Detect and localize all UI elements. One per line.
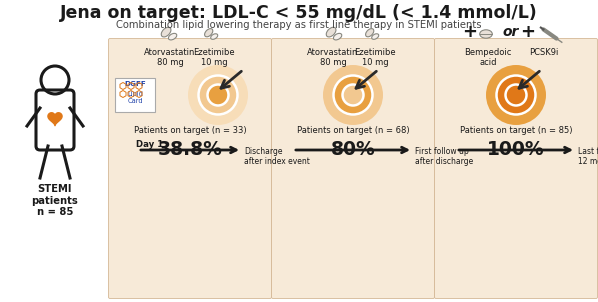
- Circle shape: [208, 85, 228, 105]
- Circle shape: [188, 65, 248, 125]
- Circle shape: [486, 65, 546, 125]
- Circle shape: [343, 85, 364, 105]
- Ellipse shape: [372, 34, 379, 39]
- Ellipse shape: [205, 29, 213, 37]
- Circle shape: [505, 85, 526, 105]
- FancyBboxPatch shape: [115, 78, 155, 112]
- Text: PCSK9i: PCSK9i: [529, 48, 559, 57]
- Text: Atorvastatin
80 mg: Atorvastatin 80 mg: [144, 48, 196, 67]
- Text: Combination lipid lowering therapy as first line therapy in STEMI patients: Combination lipid lowering therapy as fi…: [116, 20, 482, 30]
- Text: Atorvastatin
80 mg: Atorvastatin 80 mg: [307, 48, 359, 67]
- Text: First follow up
after discharge: First follow up after discharge: [415, 147, 473, 166]
- Ellipse shape: [334, 33, 342, 40]
- Polygon shape: [48, 113, 62, 126]
- Text: 80%: 80%: [331, 140, 376, 159]
- Ellipse shape: [161, 27, 171, 37]
- Ellipse shape: [210, 34, 218, 39]
- Text: Last follow up
12 month after index event: Last follow up 12 month after index even…: [578, 147, 598, 166]
- Text: Bempedoic
acid: Bempedoic acid: [464, 48, 512, 67]
- Text: +: +: [462, 23, 477, 41]
- FancyBboxPatch shape: [108, 38, 271, 298]
- Text: Ezetimibe
10 mg: Ezetimibe 10 mg: [354, 48, 396, 67]
- Text: Day 1: Day 1: [136, 140, 163, 149]
- Text: Jena on target: LDL-C < 55 mg/dL (< 1.4 mmol/L): Jena on target: LDL-C < 55 mg/dL (< 1.4 …: [60, 4, 538, 22]
- Text: 38.8%: 38.8%: [157, 140, 222, 159]
- FancyBboxPatch shape: [435, 38, 597, 298]
- Text: Patients on target (n = 68): Patients on target (n = 68): [297, 126, 409, 135]
- Text: Lipid
Card: Lipid Card: [127, 91, 143, 104]
- Text: Patients on target (n = 85): Patients on target (n = 85): [460, 126, 572, 135]
- Text: Ezetimibe
10 mg: Ezetimibe 10 mg: [193, 48, 235, 67]
- Text: Patients on target (n = 33): Patients on target (n = 33): [134, 126, 246, 135]
- Circle shape: [496, 76, 535, 114]
- Ellipse shape: [169, 33, 177, 40]
- Ellipse shape: [480, 30, 492, 38]
- Text: 100%: 100%: [487, 140, 545, 159]
- Ellipse shape: [327, 27, 336, 37]
- Text: STEMI
patients
n = 85: STEMI patients n = 85: [32, 184, 78, 217]
- Circle shape: [199, 76, 237, 114]
- Circle shape: [334, 76, 373, 114]
- Text: or: or: [503, 25, 519, 39]
- Circle shape: [323, 65, 383, 125]
- Text: Discharge
after index event: Discharge after index event: [244, 147, 310, 166]
- Ellipse shape: [365, 29, 374, 37]
- Text: +: +: [520, 23, 535, 41]
- Text: DGFF: DGFF: [124, 81, 146, 87]
- FancyBboxPatch shape: [271, 38, 435, 298]
